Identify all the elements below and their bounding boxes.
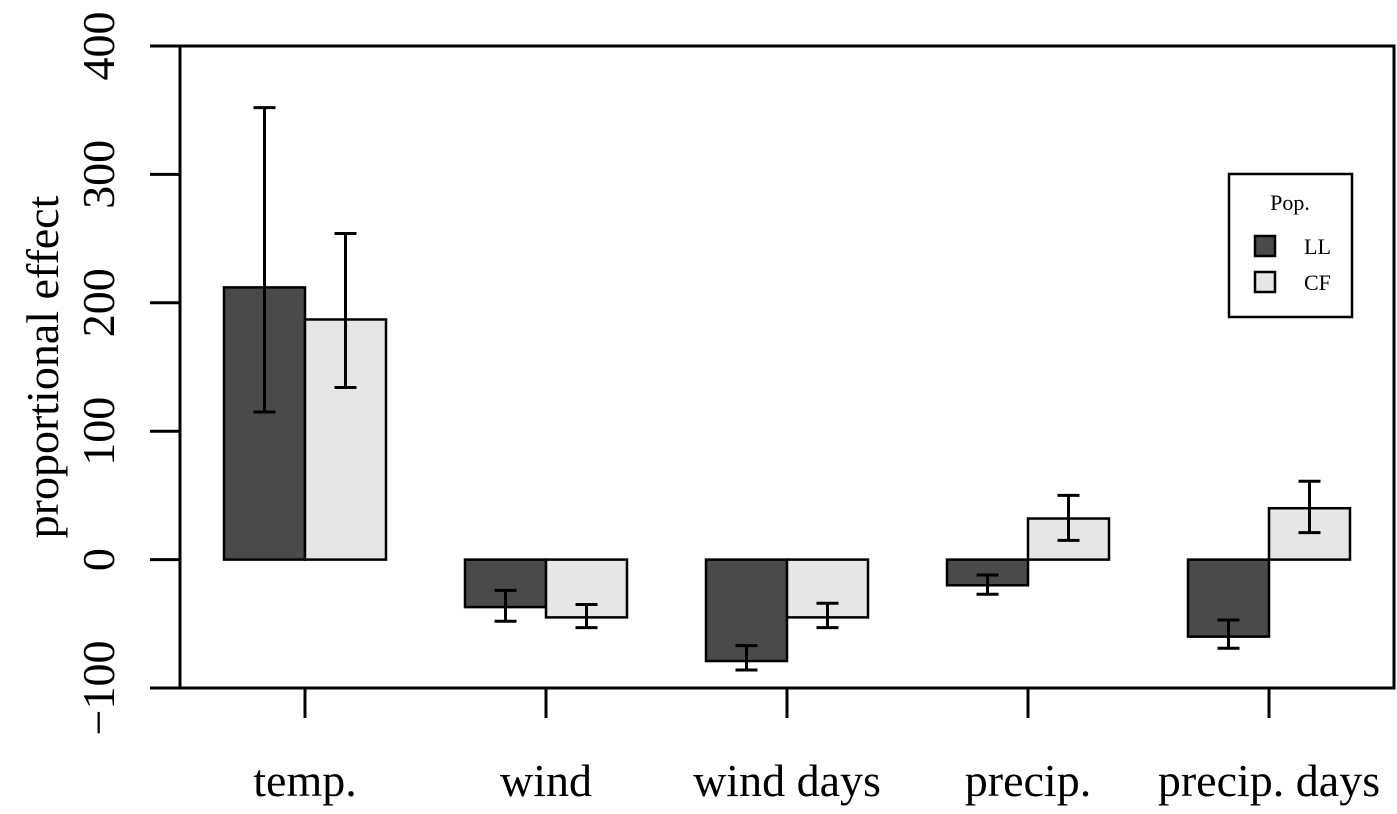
legend-box bbox=[1227, 172, 1354, 319]
y-tick-label-5: 400 bbox=[73, 12, 124, 81]
x-tick-label-2: wind days bbox=[693, 755, 881, 806]
legend-swatch-cf bbox=[1253, 270, 1277, 294]
error-bars-layer bbox=[253, 106, 1321, 672]
legend-label-cf: CF bbox=[1304, 270, 1331, 295]
y-tick-label-0: −100 bbox=[73, 641, 124, 736]
legend-swatch-ll bbox=[1253, 234, 1277, 258]
legend-label-ll: LL bbox=[1304, 234, 1331, 259]
x-tick-label-0: temp. bbox=[253, 755, 356, 806]
y-tick-label-1: 0 bbox=[73, 548, 124, 571]
y-tick-label-4: 300 bbox=[73, 140, 124, 209]
x-tick-label-1: wind bbox=[500, 755, 592, 806]
x-axis: temp. wind wind days precip. precip. days bbox=[253, 688, 1380, 806]
legend-title: Pop. bbox=[1270, 190, 1310, 215]
y-axis: −100 0 100 200 300 400 bbox=[73, 12, 180, 736]
y-axis-label: proportional effect bbox=[17, 195, 68, 538]
x-tick-label-3: precip. bbox=[965, 755, 1091, 806]
bars-layer bbox=[222, 286, 1352, 663]
x-tick-label-4: precip. days bbox=[1158, 755, 1380, 806]
y-tick-label-2: 100 bbox=[73, 397, 124, 466]
y-tick-label-3: 200 bbox=[73, 268, 124, 337]
legend: Pop. LL CF bbox=[1227, 172, 1354, 319]
